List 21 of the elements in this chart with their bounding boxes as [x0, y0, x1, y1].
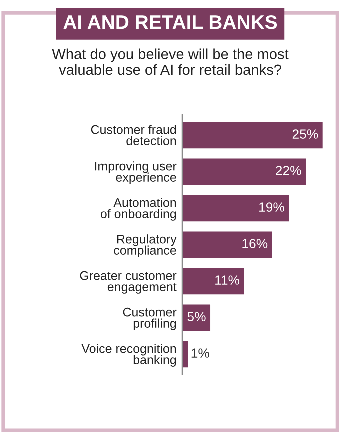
bar	[182, 195, 290, 222]
y-tick-label: Customer fraud detection	[91, 125, 176, 146]
bar	[182, 232, 272, 258]
data-label: 25%	[292, 130, 318, 139]
y-tick-label: Automation of onboarding	[100, 198, 176, 221]
y-tick-label: Greater customer engagement	[80, 271, 177, 294]
data-label: 5%	[188, 312, 206, 322]
data-label: 11%	[216, 276, 240, 285]
bar	[182, 122, 323, 149]
chart-subtitle: What do you believe will be the most valuable use of AI for retail banks?	[52, 48, 289, 76]
data-label: 22%	[276, 166, 302, 176]
y-tick-label: Improving user experience	[95, 162, 177, 184]
data-label: 16%	[242, 239, 268, 248]
bar	[182, 268, 244, 295]
data-label: 1%	[192, 348, 210, 358]
data-label: 19%	[260, 202, 284, 212]
y-tick-label: Regulatory compliance	[114, 234, 177, 258]
bar	[182, 158, 306, 186]
chart-title: AI AND RETAIL BANKS	[64, 15, 278, 30]
y-tick-label: Voice recognition banking	[82, 344, 176, 367]
y-tick-label: Customer profiling	[123, 308, 177, 330]
